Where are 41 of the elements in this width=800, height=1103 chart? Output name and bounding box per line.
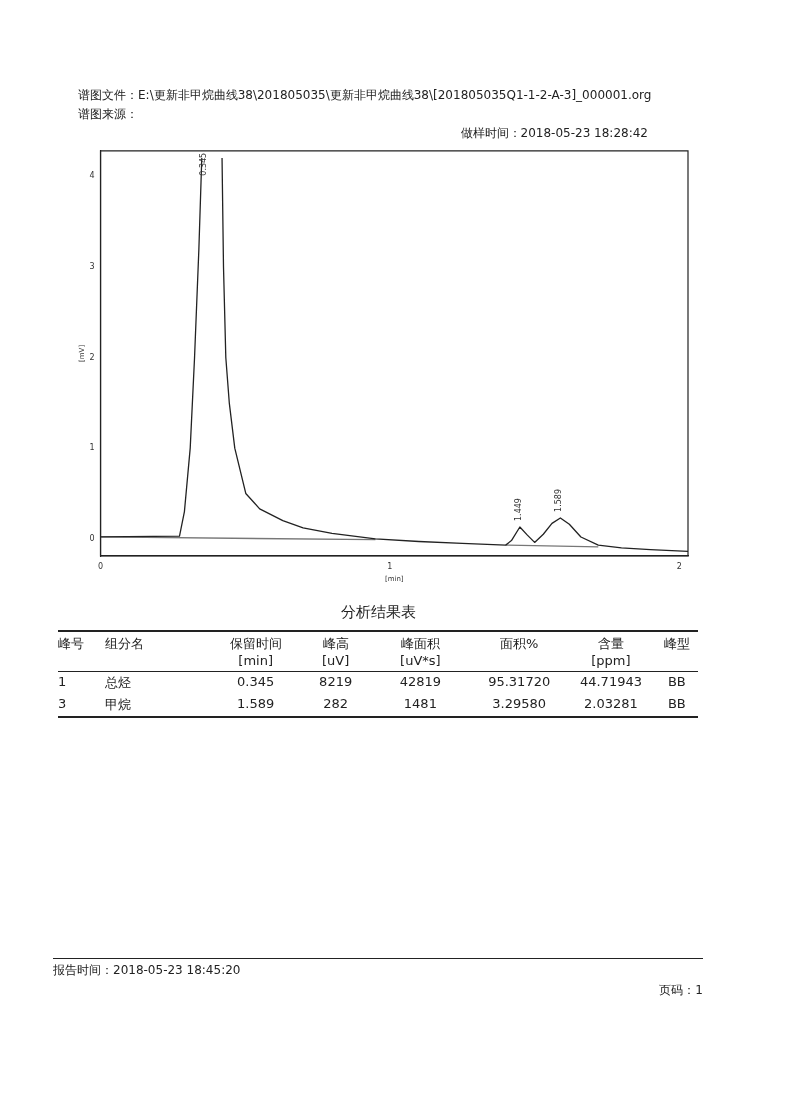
text: BB xyxy=(667,674,686,689)
text: 页码：1 xyxy=(658,982,703,999)
text: 总烃 xyxy=(105,675,132,690)
text: 42819 xyxy=(399,674,442,689)
text: 甲烷 xyxy=(105,697,132,712)
text: 1.589 xyxy=(237,696,275,711)
text: 分析结果表 xyxy=(339,603,417,622)
y-tick-label: 1 xyxy=(89,443,95,453)
text: 3.29580 xyxy=(492,696,547,711)
annotation: 0.345 xyxy=(199,152,209,176)
text: 报告时间：2018-05-23 18:45:20 xyxy=(53,958,703,979)
x-tick-label: 2 xyxy=(676,561,682,571)
annotation: 1.449 xyxy=(513,498,523,521)
text: 44.71943 xyxy=(579,674,642,689)
category-label: 峰号 xyxy=(58,635,85,653)
y-tick-label: 0 xyxy=(89,533,95,543)
text: BB xyxy=(667,696,686,711)
text: 95.31720 xyxy=(488,674,551,689)
x-tick-label: 0 xyxy=(97,561,104,571)
category-label: 保留时间 [min] xyxy=(228,635,283,668)
y-tick-label: 4 xyxy=(89,171,95,181)
text: 282 xyxy=(323,696,349,711)
text: 1 xyxy=(58,674,67,689)
y-tick-label: 2 xyxy=(89,352,95,362)
y-tick-label: 3 xyxy=(89,261,95,271)
text: 8219 xyxy=(319,674,353,689)
text: 0.345 xyxy=(237,674,275,689)
text: 2.03281 xyxy=(584,696,638,711)
category-label: 峰高 [uV] xyxy=(321,635,351,668)
text: 谱图文件：E:\更新非甲烷曲线38\201805035\更新非甲烷曲线38\[201805035Q1-1-2-A-3]_000001.org xyxy=(78,87,653,104)
annotation: 1.589 xyxy=(554,489,564,512)
category-label: 峰型 xyxy=(662,635,691,653)
category-label: 含量 [ppm] xyxy=(590,635,632,668)
x-tick-label: 1 xyxy=(387,561,393,571)
text: 谱图来源： xyxy=(78,106,139,123)
category-label: 面积% xyxy=(499,635,540,653)
text: 做样时间：2018-05-23 18:28:42 xyxy=(459,125,649,142)
category-label: 峰面积 [uV*s] xyxy=(399,635,442,668)
text: 1481 xyxy=(403,696,437,711)
category-label: 组分名 xyxy=(105,635,146,653)
text: 3 xyxy=(58,696,67,711)
